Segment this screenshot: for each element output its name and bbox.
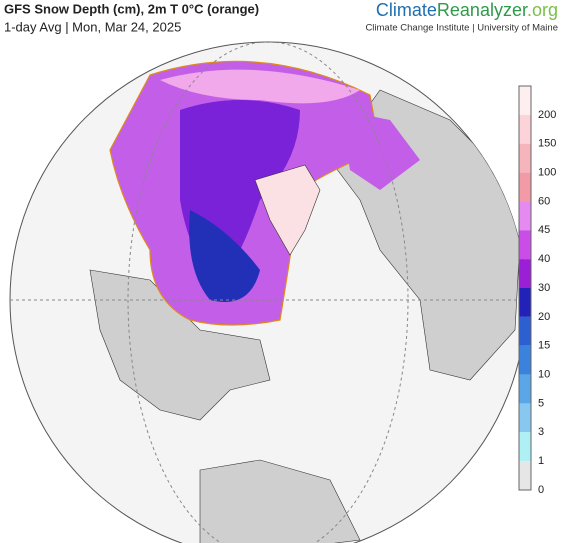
- colorbar-label: 1: [538, 455, 544, 467]
- colorbar-swatch: [519, 432, 531, 462]
- scandinavia-snow: [340, 110, 420, 190]
- colorbar-label: 3: [538, 426, 544, 438]
- brand-part: Climate: [376, 0, 437, 20]
- colorbar-swatch: [519, 143, 531, 173]
- colorbar-swatch: [519, 114, 531, 144]
- colorbar-swatch: [519, 172, 531, 202]
- colorbar-label: 150: [538, 138, 556, 150]
- colorbar-label: 15: [538, 340, 550, 352]
- colorbar-swatch: [519, 259, 531, 288]
- colorbar-swatch: [519, 230, 531, 260]
- colorbar-swatch: [519, 461, 531, 490]
- globe-content: [10, 42, 526, 543]
- brand-part: .org: [527, 0, 558, 20]
- colorbar-label: 0: [538, 484, 544, 496]
- brand: ClimateReanalyzer.org: [376, 0, 558, 20]
- colorbar-swatch: [519, 374, 531, 404]
- colorbar-label: 20: [538, 311, 550, 323]
- title: GFS Snow Depth (cm), 2m T 0°C (orange): [4, 1, 259, 16]
- snow-blue: [189, 210, 260, 302]
- south-america: [199, 459, 361, 543]
- colorbar-label: 30: [538, 282, 550, 294]
- colorbar-label: 40: [538, 253, 550, 265]
- brand-part: Reanalyzer: [437, 0, 528, 20]
- colorbar-swatch: [519, 403, 531, 433]
- greenland: [254, 164, 321, 256]
- colorbar-label: 5: [538, 397, 544, 409]
- colorbar-swatch: [519, 201, 531, 231]
- colorbar-label: 60: [538, 195, 550, 207]
- colorbar-frame: [518, 85, 532, 491]
- colorbar-label: 10: [538, 368, 550, 380]
- colorbar-swatch: [519, 288, 531, 317]
- subtitle: 1-day Avg | Mon, Mar 24, 2025: [4, 19, 181, 34]
- colorbar-label: 200: [538, 109, 556, 121]
- colorbar-swatch: [519, 316, 531, 346]
- institute: Climate Change Institute | University of…: [365, 23, 558, 34]
- colorbar-swatch: [519, 86, 531, 115]
- snow-pink: [160, 69, 360, 104]
- colorbar-swatch: [519, 345, 531, 375]
- colorbar-label: 100: [538, 166, 556, 178]
- colorbar-label: 45: [538, 224, 550, 236]
